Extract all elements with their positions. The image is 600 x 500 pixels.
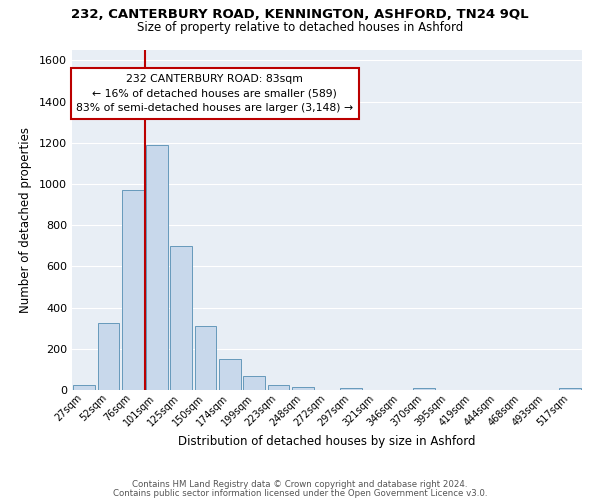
- Bar: [413, 388, 435, 390]
- Bar: [340, 388, 362, 390]
- Bar: [122, 190, 143, 390]
- Bar: [219, 359, 241, 390]
- Y-axis label: Number of detached properties: Number of detached properties: [19, 127, 32, 313]
- Bar: [146, 145, 168, 390]
- Bar: [170, 246, 192, 390]
- Bar: [559, 388, 581, 390]
- Text: 232, CANTERBURY ROAD, KENNINGTON, ASHFORD, TN24 9QL: 232, CANTERBURY ROAD, KENNINGTON, ASHFOR…: [71, 8, 529, 20]
- Text: Contains public sector information licensed under the Open Government Licence v3: Contains public sector information licen…: [113, 488, 487, 498]
- Bar: [243, 376, 265, 390]
- X-axis label: Distribution of detached houses by size in Ashford: Distribution of detached houses by size …: [178, 434, 476, 448]
- Bar: [268, 385, 289, 390]
- Bar: [73, 385, 95, 390]
- Text: Contains HM Land Registry data © Crown copyright and database right 2024.: Contains HM Land Registry data © Crown c…: [132, 480, 468, 489]
- Text: 232 CANTERBURY ROAD: 83sqm
← 16% of detached houses are smaller (589)
83% of sem: 232 CANTERBURY ROAD: 83sqm ← 16% of deta…: [76, 74, 353, 114]
- Bar: [97, 323, 119, 390]
- Bar: [194, 326, 217, 390]
- Text: Size of property relative to detached houses in Ashford: Size of property relative to detached ho…: [137, 22, 463, 35]
- Bar: [292, 387, 314, 390]
